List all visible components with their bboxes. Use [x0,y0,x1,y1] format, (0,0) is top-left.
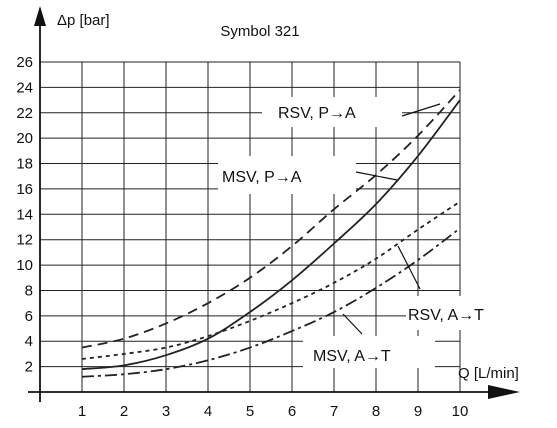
x-tick-label: 10 [452,403,469,420]
x-axis-arrow [488,385,520,399]
x-tick-label: 1 [78,403,86,420]
label-rsv-a-t-box [406,296,506,330]
y-tick-label: 24 [16,79,33,96]
y-tick-label: 22 [16,105,33,122]
chart-title: Symbol 321 [220,23,299,40]
axes [28,6,520,402]
label-msv-p-a: MSV, P→A [222,169,302,186]
y-tick-label: 18 [16,156,33,173]
x-tick-label: 8 [372,403,380,420]
label-rsv-a-t: RSV, A→T [408,307,484,324]
label-msv-a-t: MSV, A→T [313,348,391,365]
x-tick-label: 4 [204,403,212,420]
x-tick-label: 7 [330,403,338,420]
series-rsv-p-a-line [81,89,461,349]
y-tick-label: 20 [16,130,33,147]
y-tick-label: 10 [16,257,33,274]
y-tick-label: 2 [25,359,33,376]
label-rsv-p-a-box [262,97,402,127]
label-msv-a-t-leader [342,313,363,335]
x-tick-label: 2 [120,403,128,420]
label-rsv-p-a: RSV, P→A [278,105,356,122]
series-msv-a-t-line [81,227,461,378]
x-axis-label: Q [L/min] [458,365,519,382]
label-msv-p-a-leader [355,171,398,181]
series-rsv-a-t-line [81,200,461,360]
x-tick-label: 6 [288,403,296,420]
y-tick-label: 12 [16,232,33,249]
series-lines [81,89,461,378]
x-tick-label: 5 [246,403,254,420]
y-tick-label: 8 [25,282,33,299]
x-tick-label: 3 [162,403,170,420]
y-tick-label: 26 [16,54,33,71]
label-rsv-a-t-leader [397,245,421,290]
series-labels: RSV, P→A MSV, P→A RSV, A→T MSV, A→T [218,97,506,368]
y-axis-label: Δp [bar] [57,12,110,29]
label-msv-p-a-box [218,156,356,194]
label-rsv-p-a-leader [401,103,441,117]
y-tick-label: 14 [16,206,33,223]
y-tick-label: 16 [16,181,33,198]
y-tick-label: 6 [25,308,33,325]
label-msv-a-t-box [303,336,435,368]
x-tick-label: 9 [414,403,422,420]
y-axis-arrow [34,6,46,26]
y-tick-label: 4 [25,333,33,350]
series-msv-p-a-line [81,99,461,371]
